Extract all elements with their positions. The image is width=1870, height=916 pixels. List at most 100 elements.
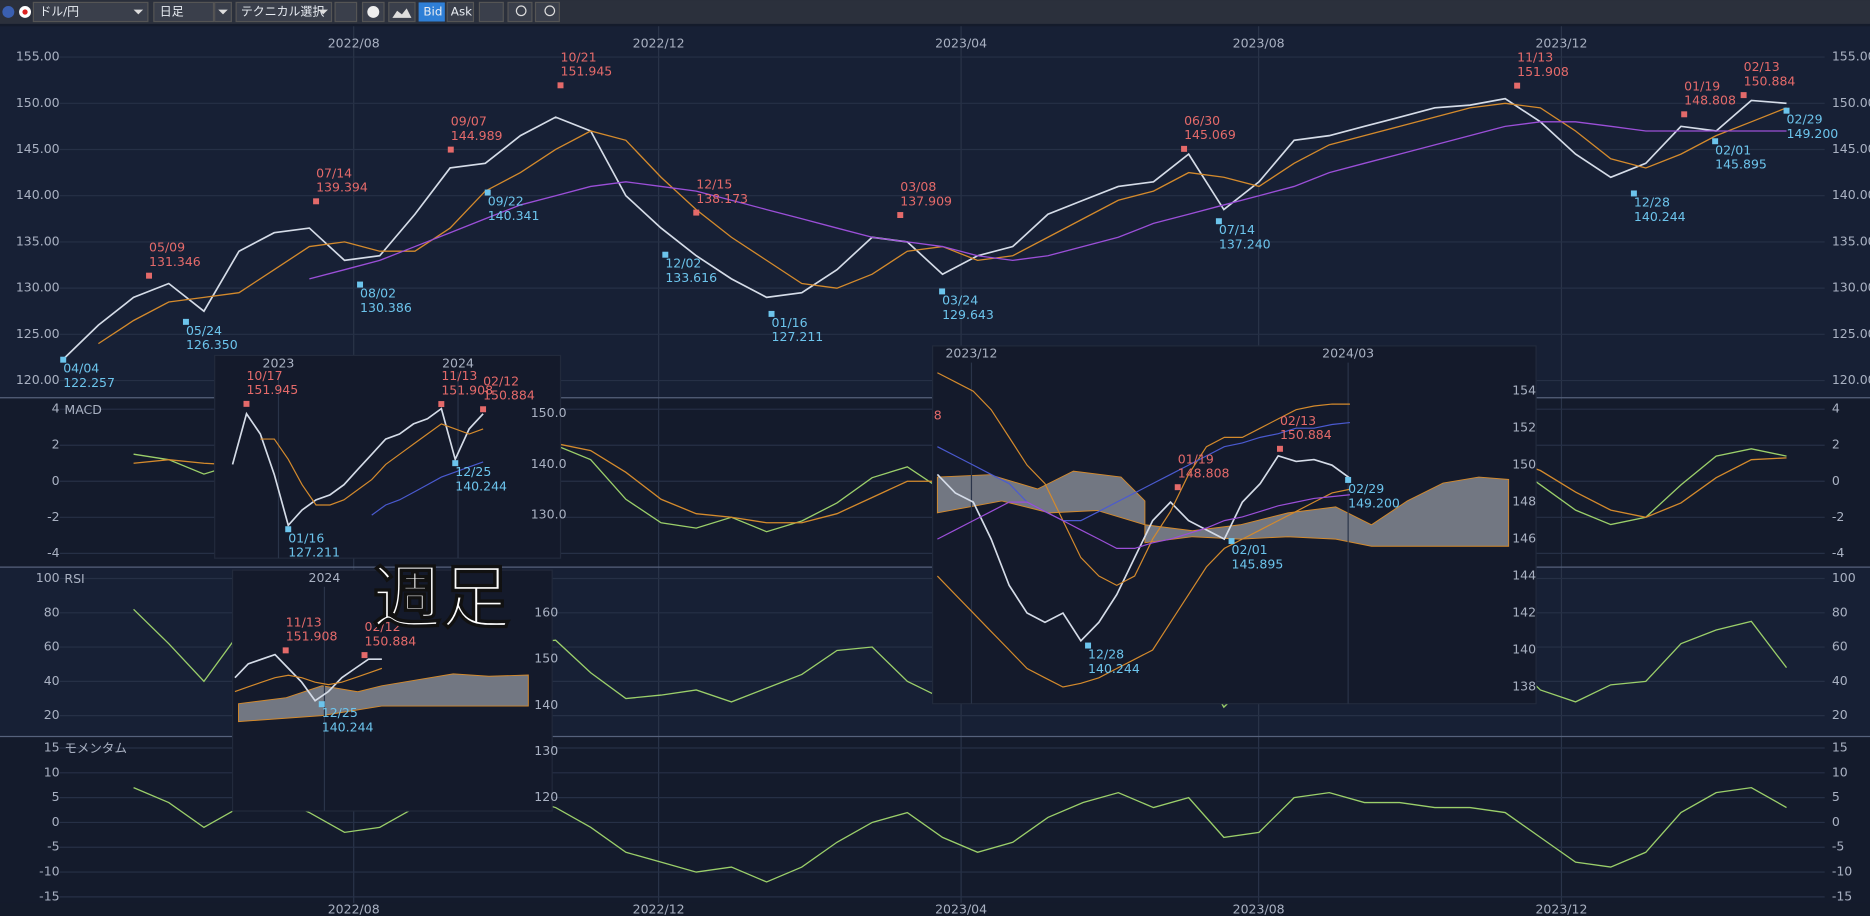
zoom-in-button[interactable] (534, 1, 560, 23)
annotation-value: 131.346 (149, 254, 201, 269)
series-line (937, 372, 1350, 587)
low-marker (182, 318, 189, 325)
ask-button[interactable] (446, 1, 475, 23)
annotation-value: 151.908 (286, 629, 338, 644)
annotation-value: 140.244 (455, 479, 507, 494)
low-marker (318, 701, 325, 708)
annotation-value: 148.808 (1684, 93, 1736, 108)
timeframe-select[interactable] (153, 1, 215, 23)
inset-x-label: 2023 (263, 355, 295, 370)
annotation-value: 149.200 (1787, 126, 1839, 141)
annotation-date: 12/28 (1088, 647, 1124, 662)
y-tick-label: 40 (44, 673, 60, 688)
annotation-value: 126.350 (186, 337, 238, 352)
y-tick-label: 140.00 (16, 187, 60, 202)
low-marker (1215, 218, 1222, 225)
dropdown-arrow (133, 9, 144, 15)
y-tick-label: 155.00 (16, 49, 60, 64)
pair-select[interactable] (32, 1, 149, 23)
annotation-value: 145.069 (1184, 127, 1236, 142)
high-marker (1174, 484, 1181, 491)
annotation-date: 05/24 (186, 323, 222, 338)
annotation-date: 02/01 (1715, 142, 1751, 157)
annotation-value: 148.808 (1178, 466, 1230, 481)
annotation-date: 07/14 (1219, 222, 1255, 237)
low-marker (285, 526, 292, 533)
technical-select[interactable] (235, 1, 333, 23)
annotation-value: 140.244 (322, 720, 374, 735)
inset-y-label: 140 (534, 697, 558, 712)
inset-y-label: 160 (534, 605, 558, 620)
inset-y-label: 148 (1512, 494, 1536, 509)
low-marker (1085, 642, 1092, 649)
low-marker (60, 356, 67, 363)
y-tick-label: 4 (52, 401, 60, 416)
high-marker (243, 400, 250, 407)
inset-y-label: 140.0 (531, 456, 567, 471)
y-tick-label: 15 (44, 739, 60, 754)
annotation-date: 11/13 (1517, 50, 1553, 65)
annotation-date: 02/12 (365, 619, 401, 634)
y-tick-label: -2 (47, 509, 59, 524)
annotation-value: 150.884 (365, 633, 417, 648)
annotation-value: 127.211 (772, 329, 824, 344)
y-tick-label: 15 (1832, 739, 1848, 754)
x-tick-label: 2022/08 (328, 901, 380, 916)
panel-label: RSI (64, 571, 84, 586)
annotation-value: 151.908 (441, 382, 493, 397)
y-tick-label: 80 (1832, 604, 1848, 619)
y-tick-label: -4 (47, 545, 60, 560)
y-tick-label: 2 (52, 437, 60, 452)
low-marker (939, 288, 946, 295)
x-tick-label: 2022/08 (328, 36, 380, 51)
annotation-date: 04/04 (63, 361, 99, 376)
annotation-date: 10/21 (561, 49, 597, 64)
high-marker (1740, 92, 1747, 99)
flag-jp-dot (22, 9, 28, 15)
chart-style-icon (392, 8, 412, 18)
annotation-value: 130.386 (360, 300, 412, 315)
indicator-button[interactable] (478, 1, 504, 23)
y-tick-label: 140.00 (1832, 187, 1870, 202)
zoom-icon (515, 5, 527, 17)
low-marker (357, 281, 364, 288)
inset-y-label: 150 (1512, 457, 1536, 472)
series-line (260, 423, 484, 506)
series-line (937, 421, 1350, 522)
annotation-date: 06/30 (1184, 113, 1220, 128)
y-tick-label: 2 (1832, 437, 1840, 452)
y-tick-label: 20 (1832, 707, 1848, 722)
high-marker (282, 647, 289, 654)
x-tick-label: 2022/12 (633, 901, 685, 916)
inset-edge-label: 8 (934, 408, 942, 423)
bid-button[interactable] (418, 2, 445, 22)
y-tick-label: 0 (52, 473, 60, 488)
y-tick-label: -15 (39, 888, 59, 903)
annotation-value: 129.643 (942, 307, 994, 322)
ask: Ask (451, 4, 472, 18)
y-tick-label: -5 (1832, 839, 1844, 854)
inset-y-label: 138 (1512, 679, 1536, 694)
y-tick-label: 0 (52, 814, 60, 829)
chart-style-button[interactable] (388, 1, 416, 23)
y-tick-label: -5 (47, 839, 59, 854)
series-line (234, 667, 383, 693)
y-tick-label: 0 (1832, 814, 1840, 829)
y-tick-label: 155.00 (1832, 49, 1870, 64)
inset-y-label: 150 (534, 651, 558, 666)
overlay-text: 週足 (372, 558, 510, 638)
y-tick-label: 10 (1832, 764, 1848, 779)
zoom-out-button[interactable] (507, 1, 533, 23)
inset-x-label: 2024 (442, 355, 474, 370)
low-marker (662, 251, 669, 258)
high-marker (313, 198, 320, 205)
low-marker (1228, 538, 1235, 545)
draw-tool[interactable] (334, 1, 358, 23)
series-line (231, 407, 484, 527)
flag-us (2, 6, 15, 18)
x-tick-label: 2022/12 (633, 36, 685, 51)
inset-y-label: 154 (1512, 383, 1536, 398)
y-tick-label: -10 (1832, 864, 1852, 879)
